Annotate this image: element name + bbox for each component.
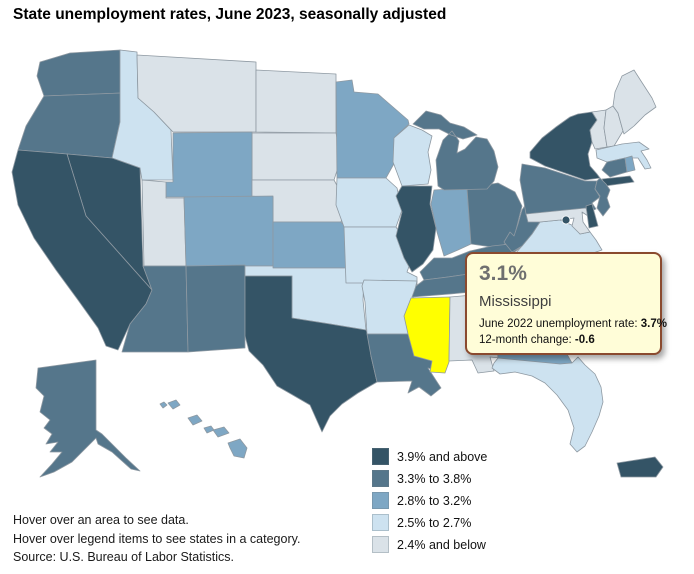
state-WA[interactable]	[36, 49, 123, 97]
legend-label: 3.9% and above	[397, 449, 488, 464]
state-NM[interactable]	[185, 264, 246, 353]
state-NJ[interactable]	[594, 177, 611, 217]
state-IA[interactable]	[335, 177, 403, 228]
state-PA[interactable]	[519, 163, 601, 215]
state-ME[interactable]	[612, 69, 657, 135]
state-WI[interactable]	[392, 124, 433, 187]
legend-swatch	[372, 536, 389, 553]
legend-swatch	[372, 514, 389, 531]
state-CA[interactable]	[11, 149, 153, 351]
page-title: State unemployment rates, June 2023, sea…	[13, 6, 447, 23]
legend-item-cat3[interactable]: 2.8% to 3.2%	[372, 492, 487, 509]
state-DC[interactable]	[561, 215, 571, 225]
state-WY[interactable]	[165, 131, 253, 198]
tooltip-rate: 3.1%	[479, 262, 527, 285]
legend-item-cat5[interactable]: 3.9% and above	[372, 448, 487, 465]
state-TX[interactable]	[244, 275, 378, 433]
state-ND[interactable]	[255, 69, 337, 134]
legend-label: 2.4% and below	[397, 537, 486, 552]
state-CO[interactable]	[183, 195, 274, 267]
footer-notes: Hover over an area to see data. Hover ov…	[13, 511, 300, 567]
footer-source: Source: U.S. Bureau of Labor Statistics.	[13, 550, 234, 564]
state-AK[interactable]	[35, 359, 141, 478]
footer-hint-area: Hover over an area to see data.	[13, 513, 189, 527]
state-KS[interactable]	[272, 221, 349, 269]
legend-item-cat2[interactable]: 2.5% to 2.7%	[372, 514, 487, 531]
legend-swatch	[372, 492, 389, 509]
legend-label: 3.3% to 3.8%	[397, 471, 472, 486]
footer-hint-legend: Hover over legend items to see states in…	[13, 531, 301, 546]
state-HI[interactable]	[159, 399, 248, 459]
legend: 3.9% and above 3.3% to 3.8% 2.8% to 3.2% 2.…	[372, 448, 487, 558]
state-OR[interactable]	[17, 92, 123, 159]
state-SD[interactable]	[251, 132, 342, 181]
state-FL[interactable]	[491, 356, 604, 453]
map-tooltip: 3.1% Mississippi June 2022 unemployment …	[465, 252, 667, 355]
state-RI[interactable]	[624, 155, 636, 173]
state-IL[interactable]	[395, 185, 437, 273]
state-IN[interactable]	[430, 187, 472, 257]
state-CT[interactable]	[601, 157, 628, 178]
state-MT[interactable]	[136, 54, 257, 133]
legend-swatch	[372, 470, 389, 487]
tooltip-state-name: Mississippi	[479, 293, 552, 310]
tooltip-previous-rate: June 2022 unemployment rate: 3.7%	[479, 318, 667, 330]
tooltip-change: 12-month change: -0.6	[479, 334, 595, 346]
state-MI[interactable]	[412, 110, 499, 191]
legend-item-cat1[interactable]: 2.4% and below	[372, 536, 487, 553]
state-DE[interactable]	[585, 203, 599, 229]
state-PR[interactable]	[616, 456, 664, 478]
legend-label: 2.5% to 2.7%	[397, 515, 472, 530]
legend-swatch	[372, 448, 389, 465]
legend-label: 2.8% to 3.2%	[397, 493, 472, 508]
legend-item-cat4[interactable]: 3.3% to 3.8%	[372, 470, 487, 487]
